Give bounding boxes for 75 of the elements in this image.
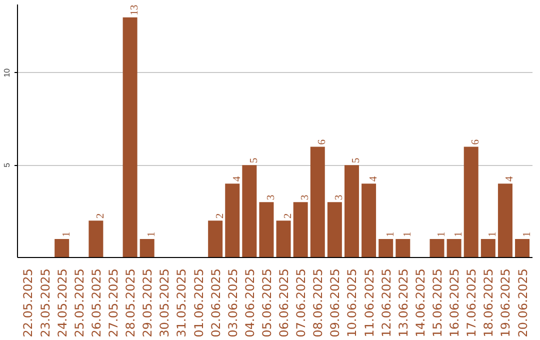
data-label: 1 — [454, 232, 465, 238]
data-label: 3 — [266, 194, 277, 200]
data-label: 4 — [504, 176, 516, 182]
data-label: 5 — [351, 158, 362, 164]
x-tick-label: 15.06.2025 — [430, 268, 445, 338]
x-tick-label: 24.05.2025 — [55, 268, 70, 338]
data-label: 1 — [146, 232, 158, 238]
bar — [208, 220, 223, 258]
bar — [293, 202, 308, 258]
y-tick-label: 10 — [2, 68, 12, 78]
data-label: 3 — [334, 194, 346, 200]
bar — [140, 239, 154, 258]
x-tick-label: 16.06.2025 — [448, 268, 462, 338]
data-label: 3 — [300, 194, 312, 200]
x-tick-label: 06.06.2025 — [277, 268, 292, 338]
bar — [242, 165, 257, 258]
data-label: 6 — [470, 138, 482, 145]
bar — [310, 146, 325, 258]
data-label: 4 — [368, 176, 380, 182]
bar — [480, 239, 496, 258]
x-tick-label: 10.06.2025 — [345, 268, 360, 338]
x-tick-label: 08.06.2025 — [311, 268, 326, 338]
data-label: 1 — [436, 232, 448, 238]
bar — [396, 239, 410, 258]
bar — [378, 239, 394, 258]
data-label: 6 — [317, 138, 328, 145]
data-label: 2 — [95, 213, 106, 219]
data-label: 13 — [130, 4, 141, 16]
data-label: 1 — [385, 232, 396, 238]
bar — [344, 165, 359, 258]
x-tick-label: 12.06.2025 — [379, 268, 394, 338]
x-tick-label: 26.05.2025 — [89, 268, 104, 338]
data-label: 1 — [402, 232, 414, 238]
bar — [88, 220, 104, 258]
data-label: 2 — [283, 213, 294, 219]
x-tick-label: 05.06.2025 — [260, 268, 274, 338]
data-label: 1 — [522, 232, 533, 238]
data-label: 2 — [214, 213, 226, 219]
bar — [362, 184, 376, 258]
x-tick-label: 03.06.2025 — [226, 268, 240, 338]
x-tick-label: 31.05.2025 — [174, 268, 189, 338]
data-label: 1 — [61, 232, 72, 238]
bar — [464, 146, 478, 258]
x-tick-label: 02.06.2025 — [208, 268, 223, 338]
x-tick-label: 14.06.2025 — [413, 268, 428, 338]
data-label: 1 — [488, 232, 499, 238]
bar — [430, 239, 444, 258]
x-tick-label: 11.06.2025 — [362, 268, 376, 338]
bar — [446, 239, 462, 258]
bar — [225, 184, 240, 258]
x-tick-label: 18.06.2025 — [482, 268, 496, 338]
x-tick-label: 04.06.2025 — [242, 268, 257, 338]
data-label: 5 — [248, 158, 260, 164]
x-tick-label: 13.06.2025 — [396, 268, 410, 338]
x-tick-label: 09.06.2025 — [328, 268, 342, 338]
x-tick-label: 22.05.2025 — [21, 268, 36, 338]
bar — [259, 202, 274, 258]
bar — [276, 220, 291, 258]
bar — [327, 202, 342, 258]
data-label: 4 — [232, 176, 243, 182]
x-tick-label: 17.06.2025 — [464, 268, 479, 338]
x-tick-label: 07.06.2025 — [294, 268, 308, 338]
x-tick-label: 23.05.2025 — [38, 268, 52, 338]
bar — [122, 17, 138, 258]
bar — [498, 184, 512, 258]
x-tick-label: 27.05.2025 — [106, 268, 120, 338]
x-tick-label: 29.05.2025 — [140, 268, 155, 338]
bar — [515, 239, 530, 258]
x-tick-label: 19.06.2025 — [498, 268, 513, 338]
x-tick-label: 25.05.2025 — [72, 268, 86, 338]
bar — [54, 239, 70, 258]
x-tick-label: 28.05.2025 — [124, 268, 138, 338]
x-tick-label: 01.06.2025 — [192, 268, 206, 338]
x-tick-label: 30.05.2025 — [158, 268, 172, 338]
x-tick-label: 20.06.2025 — [516, 268, 530, 338]
